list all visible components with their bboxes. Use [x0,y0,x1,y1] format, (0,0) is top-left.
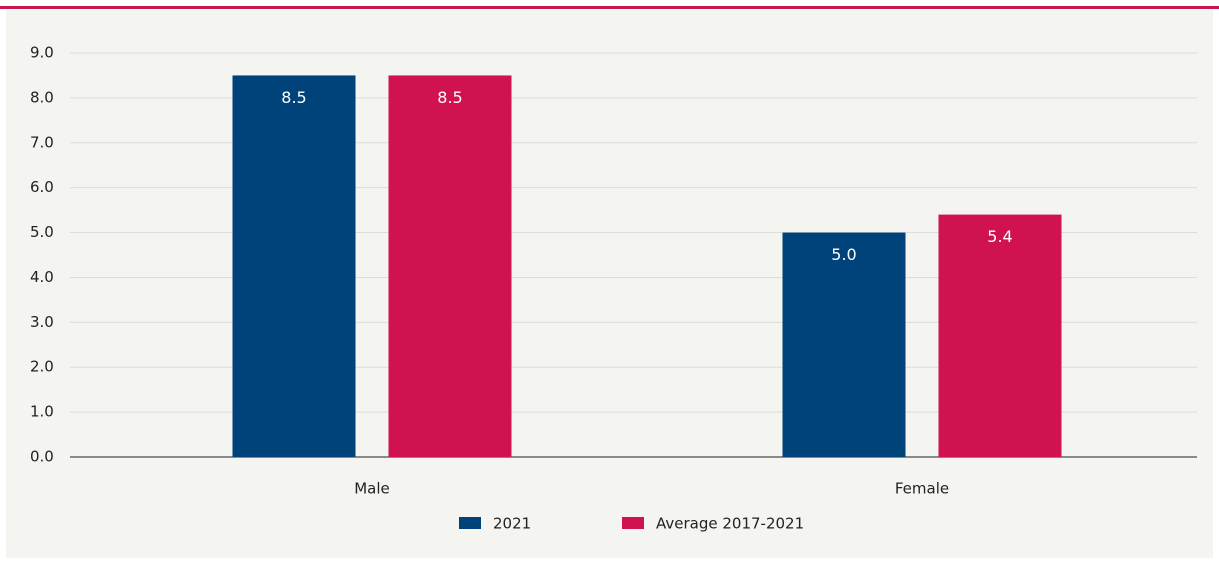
y-tick-label: 0.0 [30,448,54,466]
bar [782,232,906,457]
value-label: 8.5 [437,88,462,107]
legend-label: 2021 [493,515,531,533]
legend-swatch [622,517,644,529]
value-label: 5.0 [831,245,856,264]
y-tick-label: 1.0 [30,403,54,421]
value-label: 8.5 [281,88,306,107]
x-tick-label: Male [354,480,390,498]
value-label: 5.4 [987,227,1012,246]
y-tick-label: 5.0 [30,223,54,241]
bar [388,75,512,457]
x-tick-label: Female [895,480,949,498]
y-tick-label: 2.0 [30,358,54,376]
legend-label: Average 2017-2021 [656,515,804,533]
y-tick-label: 6.0 [30,178,54,196]
y-tick-label: 9.0 [30,44,54,62]
top-rule [0,6,1219,9]
y-tick-label: 3.0 [30,313,54,331]
y-tick-label: 8.0 [30,88,54,106]
legend-swatch [459,517,481,529]
y-tick-label: 7.0 [30,133,54,151]
y-tick-label: 4.0 [30,268,54,286]
bar [232,75,356,457]
bar [938,214,1062,457]
